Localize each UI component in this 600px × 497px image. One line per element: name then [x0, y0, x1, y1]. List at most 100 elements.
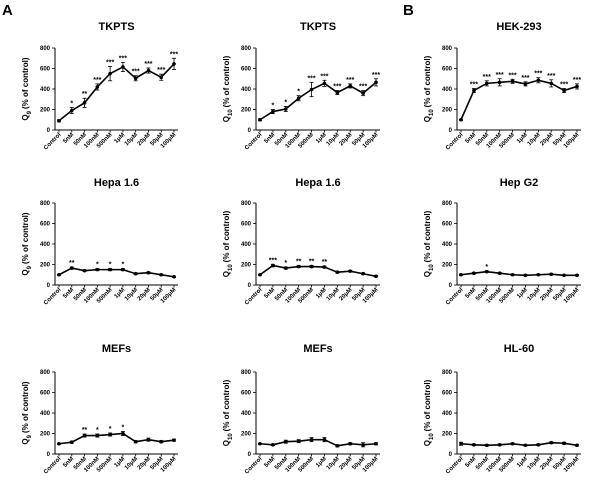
data-point [172, 438, 176, 442]
y-tick-label: 200 [241, 108, 252, 114]
y-tick-label: 400 [40, 411, 51, 417]
panel-label-a: A [2, 2, 13, 19]
y-tick-label: 400 [40, 87, 51, 93]
y-axis-label-unit: (% of control) [423, 55, 432, 107]
chart-7: MEFs 0 200 400 600 800 Q9(% of control) Control… [21, 343, 178, 475]
data-point [69, 108, 74, 113]
data-point [309, 87, 314, 92]
significance-label: ** [69, 260, 75, 267]
data-point [322, 81, 327, 86]
data-point [575, 443, 579, 448]
significance-label: *** [470, 81, 478, 88]
y-axis-label: Q10 (% of control) [423, 379, 435, 446]
series-line [259, 438, 377, 447]
data-point [57, 118, 61, 123]
series-line [460, 441, 578, 447]
significance-label: * [284, 260, 287, 267]
data-point [133, 271, 138, 276]
x-tick-label: 20μM [137, 456, 152, 471]
y-tick-label: 600 [241, 391, 252, 397]
data-point [283, 107, 288, 111]
x-tick-label: 20μM [540, 287, 555, 302]
chart-6: Hep G2 0 200 400 600 800 Q10 (% of control) Cont… [423, 177, 581, 306]
data-point [348, 269, 353, 273]
data-point [296, 96, 301, 101]
x-tick-label: Control [244, 287, 264, 307]
y-axis-label-subscript: 9 [27, 434, 33, 438]
data-point [57, 441, 61, 446]
y-tick-label: 400 [241, 242, 252, 248]
y-tick-label: 400 [442, 87, 453, 93]
significance-label: *** [547, 73, 555, 80]
y-tick-label: 200 [442, 432, 453, 438]
significance-label: *** [269, 257, 277, 264]
data-point [146, 68, 151, 73]
data-point [549, 272, 554, 277]
data-point [82, 433, 87, 438]
significance-label: *** [333, 84, 341, 91]
y-tick-label: 600 [40, 67, 51, 73]
chart-5: Hepa 1.6 0 200 400 600 800 Q10 (% of control) Co… [222, 177, 380, 306]
significance-label: * [122, 424, 125, 431]
data-point [82, 268, 87, 273]
y-axis-label-subscript: 9 [27, 110, 33, 114]
data-point [361, 271, 365, 276]
y-tick-label: 200 [442, 263, 453, 269]
y-tick-label: 400 [241, 87, 252, 93]
data-point [322, 265, 327, 269]
y-axis-label-unit: (% of control) [21, 381, 30, 433]
data-point [484, 443, 489, 448]
significance-label: *** [132, 69, 140, 76]
significance-label: *** [307, 75, 315, 82]
y-tick-label: 600 [442, 222, 453, 228]
significance-label: ** [296, 259, 302, 266]
series-line [259, 264, 377, 278]
significance-label: *** [144, 61, 152, 68]
data-point [283, 266, 288, 270]
y-axis-label-main: Q [222, 440, 231, 446]
y-tick-label: 0 [248, 128, 252, 134]
data-point [374, 274, 378, 279]
data-point [484, 269, 489, 274]
x-tick-label: 20μM [540, 132, 555, 147]
y-axis-label-subscript: 10 [228, 433, 234, 440]
significance-label: *** [534, 71, 542, 78]
data-point [510, 79, 515, 84]
significance-label: * [485, 264, 488, 271]
x-tick-label: 10μM [124, 456, 139, 471]
data-point [562, 441, 566, 446]
data-point [296, 439, 301, 443]
data-point [497, 80, 502, 85]
y-tick-label: 200 [40, 108, 51, 114]
significance-label: * [96, 262, 99, 269]
significance-label: *** [157, 67, 165, 74]
data-point [523, 273, 528, 278]
data-point [459, 441, 463, 446]
y-axis-label: Q9(% of control) [21, 212, 33, 275]
significance-label: * [109, 262, 112, 269]
y-tick-label: 800 [40, 46, 51, 52]
y-axis-label-subscript: 10 [429, 264, 435, 271]
x-tick-label: 20μM [339, 132, 354, 147]
y-axis-label-unit: (% of control) [21, 57, 30, 109]
x-tick-label: 10μM [326, 287, 341, 302]
significance-label: *** [560, 81, 568, 88]
y-tick-label: 0 [449, 128, 453, 134]
data-point [536, 442, 541, 447]
series-line [259, 81, 377, 121]
y-tick-label: 0 [449, 283, 453, 289]
y-tick-label: 800 [241, 201, 252, 207]
data-point [159, 439, 164, 444]
chart-title: Hepa 1.6 [295, 177, 340, 189]
significance-label: *** [483, 74, 491, 81]
x-tick-label: 10μM [326, 456, 341, 471]
y-tick-label: 800 [442, 370, 453, 376]
significance-label: ** [322, 259, 328, 266]
y-tick-label: 200 [241, 432, 252, 438]
data-point [172, 62, 176, 66]
chart-title: TKPTS [300, 21, 336, 33]
data-point [523, 443, 528, 448]
y-axis-label-subscript: 10 [429, 433, 435, 440]
data-point [95, 433, 100, 438]
significance-label: * [284, 99, 287, 106]
